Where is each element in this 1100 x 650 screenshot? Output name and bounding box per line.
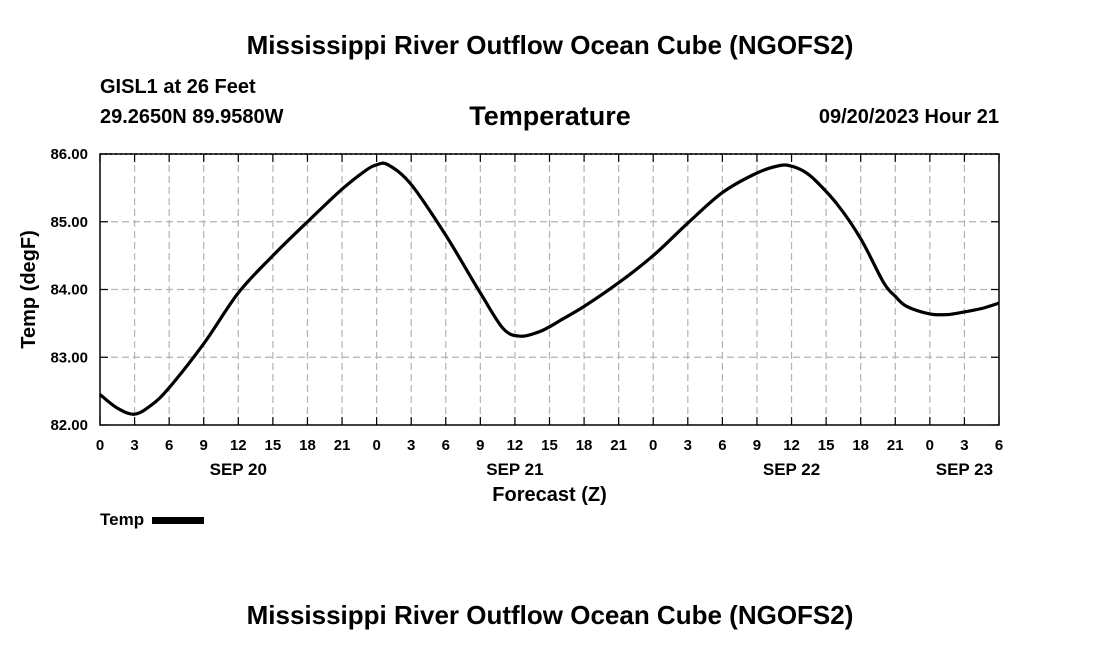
x-tick-label: 12 bbox=[507, 437, 524, 454]
grid-layer bbox=[100, 154, 999, 425]
legend-line-swatch bbox=[152, 517, 205, 525]
y-tick-label: 83.00 bbox=[50, 349, 88, 366]
y-tick-label: 82.00 bbox=[50, 417, 88, 434]
chart-title: Temperature bbox=[469, 101, 631, 131]
label-layer: 0 3 6 9 12 15 18 21 0 3 6 9 12 15 18 21 0 3 6 9 12 15 18 21 0 3 6 8… bbox=[50, 146, 1003, 479]
x-tick-label: 0 bbox=[372, 437, 380, 454]
legend-label: Temp bbox=[100, 510, 145, 529]
x-tick-label: 21 bbox=[887, 437, 904, 454]
x-tick-label: 15 bbox=[541, 437, 558, 454]
x-tick-label: 21 bbox=[610, 437, 627, 454]
x-date-label: SEP 23 bbox=[936, 460, 993, 479]
x-tick-label: 9 bbox=[476, 437, 484, 454]
x-tick-label: 0 bbox=[96, 437, 104, 454]
x-tick-label: 18 bbox=[852, 437, 869, 454]
x-tick-label: 6 bbox=[718, 437, 726, 454]
x-date-label: SEP 20 bbox=[210, 460, 267, 479]
station-coordinates: 29.2650N 89.9580W bbox=[100, 106, 284, 128]
x-tick-label: 0 bbox=[649, 437, 657, 454]
y-tick-label: 86.00 bbox=[50, 146, 88, 163]
x-tick-label: 15 bbox=[265, 437, 282, 454]
station-label: GISL1 at 26 Feet bbox=[100, 76, 256, 98]
series-layer bbox=[98, 161, 1000, 416]
footer-title: Mississippi River Outflow Ocean Cube (NG… bbox=[246, 600, 854, 630]
forecast-run-time: 09/20/2023 Hour 21 bbox=[818, 106, 999, 128]
x-tick-label: 3 bbox=[684, 437, 692, 454]
x-tick-label: 6 bbox=[442, 437, 450, 454]
x-tick-label: 9 bbox=[753, 437, 761, 454]
x-tick-label: 0 bbox=[926, 437, 934, 454]
y-tick-label: 84.00 bbox=[50, 282, 88, 299]
x-tick-label: 3 bbox=[960, 437, 968, 454]
x-tick-label: 12 bbox=[783, 437, 800, 454]
x-tick-label: 3 bbox=[407, 437, 415, 454]
temp-series-line bbox=[98, 161, 1000, 416]
x-tick-label: 18 bbox=[299, 437, 316, 454]
x-tick-label: 9 bbox=[200, 437, 208, 454]
legend: Temp bbox=[100, 510, 205, 530]
y-axis-title: Temp (degF) bbox=[18, 230, 40, 349]
x-axis-title: Forecast (Z) bbox=[492, 484, 606, 506]
x-date-label: SEP 22 bbox=[763, 460, 820, 479]
main-title: Mississippi River Outflow Ocean Cube (NG… bbox=[246, 30, 854, 60]
y-tick-label: 85.00 bbox=[50, 214, 88, 231]
x-tick-label: 3 bbox=[130, 437, 138, 454]
x-tick-label: 18 bbox=[576, 437, 593, 454]
x-tick-label: 6 bbox=[165, 437, 173, 454]
x-tick-label: 6 bbox=[995, 437, 1003, 454]
x-tick-label: 21 bbox=[334, 437, 351, 454]
x-tick-label: 15 bbox=[818, 437, 835, 454]
plot-frame bbox=[99, 153, 1000, 426]
x-tick-label: 12 bbox=[230, 437, 247, 454]
x-date-label: SEP 21 bbox=[486, 460, 543, 479]
